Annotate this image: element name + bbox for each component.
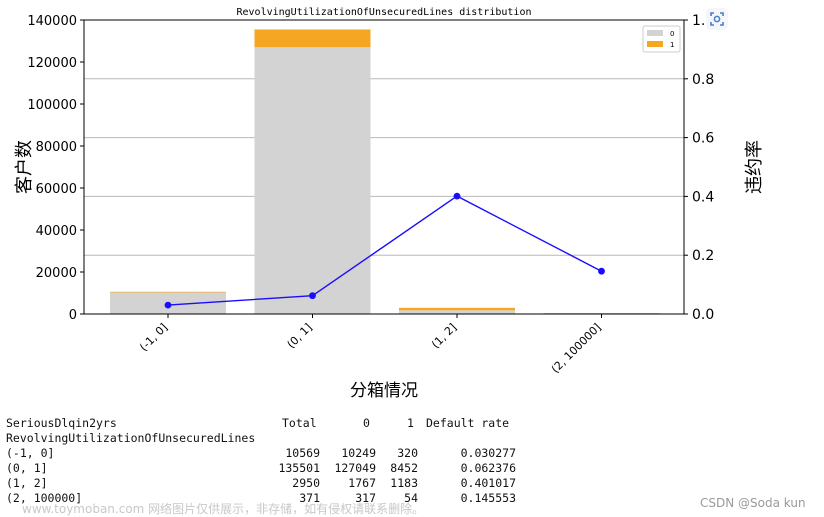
stats-cell: 0.145553: [460, 491, 516, 505]
stats-cell: 10249: [341, 446, 376, 460]
x-tick-label: (1, 2]: [429, 321, 459, 351]
bar-1: [399, 307, 515, 311]
stats-index-name: RevolvingUtilizationOfUnsecuredLines: [6, 431, 256, 445]
stats-col-0: 0: [363, 416, 370, 430]
y-tick-label: 140000: [27, 14, 77, 29]
screenshot-lens-icon[interactable]: [706, 8, 728, 30]
credit-text: CSDN @Soda kun: [700, 496, 806, 510]
default-rate-point: [309, 292, 316, 300]
stats-cell: 371: [299, 491, 320, 505]
y-tick-label: 100000: [27, 98, 77, 113]
y2-tick-label: 0.2: [692, 248, 714, 264]
plot-frame: [83, 19, 685, 315]
stats-col-total: Total: [282, 416, 317, 430]
stats-cell: 1767: [348, 476, 376, 490]
y2-tick-label: 0.4: [692, 189, 714, 205]
stats-cell: 54: [404, 491, 418, 505]
stats-row-label: (2, 100000]: [6, 491, 83, 505]
y-tick-label: 20000: [36, 266, 77, 281]
stats-cell: 0.030277: [460, 446, 516, 460]
stats-cell: 0.062376: [460, 461, 516, 475]
y-tick-label: 80000: [36, 140, 77, 155]
y2-axis-label: 违约率: [744, 140, 765, 194]
legend-swatch-1: [647, 41, 663, 47]
default-rate-point: [598, 267, 605, 275]
stats-cell: 0.401017: [460, 476, 516, 490]
y2-tick-label: 0.8: [692, 72, 714, 88]
stats-cell: 1183: [390, 476, 418, 490]
stats-col-1: 1: [407, 416, 414, 430]
stats-cell: 317: [355, 491, 376, 505]
y-axis-label: 客户数: [14, 140, 35, 194]
x-axis-label: 分箱情况: [350, 381, 418, 401]
default-rate-point: [453, 192, 461, 200]
y-tick-label: 40000: [36, 224, 77, 239]
stats-cell: 8452: [390, 461, 418, 475]
bar-0: [399, 310, 515, 314]
y2-tick-label: 0.0: [692, 307, 714, 323]
y-tick-label: 60000: [36, 182, 77, 197]
x-tick-label: (2, 100000]: [549, 321, 604, 376]
stats-header-label: SeriousDlqin2yrs: [6, 416, 117, 430]
stats-cell: 135501: [278, 461, 320, 475]
legend-label-1: 1: [670, 41, 674, 49]
legend-label-0: 0: [670, 30, 674, 38]
stats-cell: 127049: [334, 461, 376, 475]
x-tick-label: (0, 1]: [285, 321, 315, 351]
watermark-text: www.toymoban.com 网络图片仅供展示，非存储，如有侵权请联系删除。: [22, 502, 425, 516]
stats-col-default-rate: Default rate: [426, 416, 510, 430]
bar-1: [110, 291, 226, 293]
stats-cell: 320: [397, 446, 418, 460]
stats-index-row: RevolvingUtilizationOfUnsecuredLines: [6, 431, 255, 473]
distribution-chart: 0 20000 40000 60000 80000 100000 120000 140000 0…: [14, 7, 765, 401]
legend-swatch-0: [647, 30, 663, 36]
default-rate-point: [164, 301, 172, 309]
bar-1: [254, 29, 371, 48]
y-tick-label: 120000: [27, 56, 77, 71]
chart-title: RevolvingUtilizationOfUnsecuredLines dis…: [236, 7, 531, 18]
stats-cell: 10569: [285, 446, 320, 460]
y2-tick-label: 0.6: [692, 131, 714, 147]
x-tick-label: (-1, 0]: [137, 321, 170, 354]
default-rate-line: [167, 195, 602, 306]
stats-row-label: (-1, 0]: [6, 446, 55, 460]
stats-row-label: (1, 2]: [6, 476, 48, 490]
stats-row-label: (0, 1]: [6, 461, 48, 475]
y-tick-label: 0: [69, 308, 77, 323]
stats-cell: 2950: [292, 476, 320, 490]
bar-0: [254, 47, 371, 314]
stats-header-row: SeriousDlqin2yrs Total 0 1 Default rate: [6, 416, 509, 514]
